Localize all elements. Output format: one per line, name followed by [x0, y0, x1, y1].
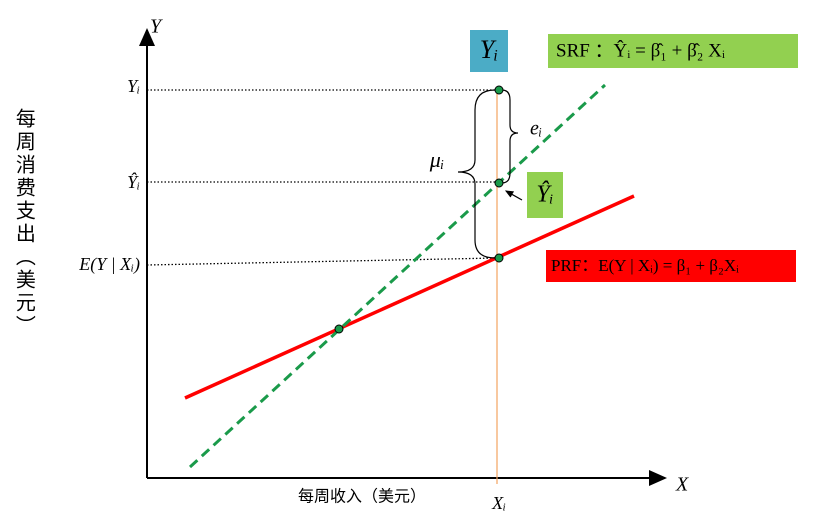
observed-box — [470, 30, 508, 72]
srf-box — [548, 34, 798, 68]
y-tick-label: Ŷᵢ — [127, 171, 140, 192]
prf-box — [546, 250, 796, 282]
prf-equation: PRF：E(Y | Xᵢ) = β₁ + β₂Xᵢ — [551, 256, 739, 275]
y-tick-label: E(Y | Xᵢ) — [78, 254, 140, 275]
pointer — [504, 190, 523, 201]
prf-line — [184, 194, 635, 400]
fitted-box — [527, 172, 563, 218]
srf-equation: SRF ：Ŷᵢ = β̂₁ + β̂₂ Xᵢ — [556, 39, 725, 61]
x-tick-label: Xᵢ — [491, 493, 506, 513]
error-brace — [457, 89, 496, 259]
srf-line — [188, 83, 607, 469]
x-axis-title: 每周收入（美元） — [298, 488, 426, 506]
residual-brace — [501, 89, 519, 184]
fitted-label: Ŷᵢ — [536, 182, 553, 208]
y-axis-label: Y — [150, 16, 163, 38]
error-label: μᵢ — [429, 147, 445, 172]
x-axis-label: X — [675, 474, 689, 496]
guides — [146, 89, 499, 266]
y-tick-label: Yᵢ — [127, 76, 140, 96]
observed-label: Yᵢ — [480, 35, 499, 64]
y-axis-title: 每周消费支出（美元） — [12, 108, 35, 338]
residual-label: eᵢ — [530, 118, 542, 140]
points — [334, 85, 504, 334]
